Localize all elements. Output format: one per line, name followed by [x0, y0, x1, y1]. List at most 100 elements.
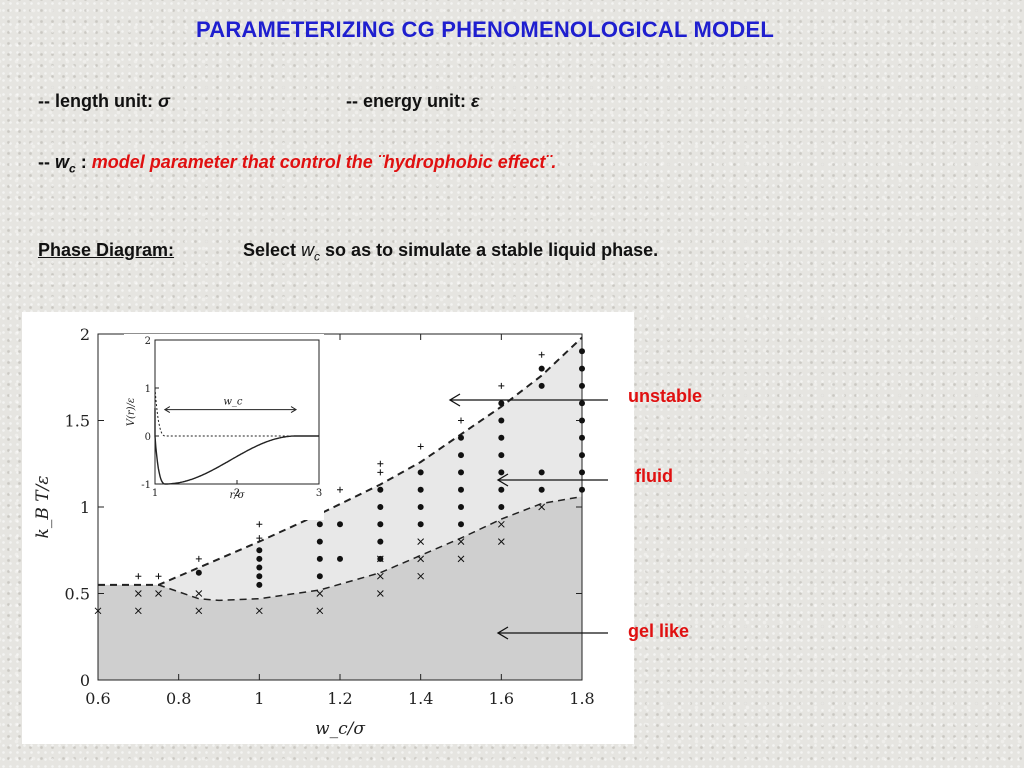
- unstable-point: [458, 417, 464, 424]
- gel-point: [155, 590, 162, 597]
- energy-unit-label: -- energy unit:: [346, 91, 471, 111]
- fluid-point: [538, 365, 545, 372]
- gel-point: [417, 572, 425, 580]
- gel-point: [538, 503, 546, 511]
- x-tick-label: 1: [254, 689, 264, 708]
- length-unit-symbol: σ: [157, 91, 170, 111]
- wc-colon: :: [75, 152, 92, 172]
- energy-unit-line: -- energy unit: ε: [346, 91, 480, 112]
- fluid-point: [256, 581, 263, 588]
- fluid-point: [417, 486, 424, 493]
- gel-point: [376, 590, 384, 597]
- gel-point: [417, 555, 425, 563]
- gel-point: [457, 538, 465, 545]
- fluid-point: [337, 521, 343, 528]
- unstable-point: [256, 535, 263, 542]
- inset-y-axis-label: V(r)/ε: [126, 398, 137, 427]
- select-text-2: so as to simulate a stable liquid phase.: [320, 240, 659, 260]
- unstable-point: [498, 382, 505, 389]
- unstable-point: [135, 573, 142, 580]
- y-tick-label: 0: [80, 671, 90, 690]
- inset-potential-curve: [154, 408, 319, 485]
- gel-point: [316, 607, 324, 615]
- fluid-point: [316, 538, 323, 545]
- inset-x-axis-label: r/σ: [230, 490, 246, 501]
- wc-description: model parameter that control the ¨hydrop…: [91, 152, 557, 172]
- select-line: Select wc so as to simulate a stable liq…: [243, 240, 658, 264]
- unstable-point: [337, 486, 343, 493]
- fluid-point: [417, 521, 424, 528]
- x-tick-label: 0.6: [85, 689, 110, 708]
- inset-x-tick-label: 3: [316, 488, 322, 499]
- annotation-gel: gel like: [628, 621, 690, 641]
- fluid-point: [458, 521, 464, 528]
- slide-title: PARAMETERIZING CG PHENOMENOLOGICAL MODEL: [196, 17, 774, 42]
- inset-x-tick-label: 2: [234, 488, 240, 499]
- fluid-point: [458, 469, 464, 476]
- fluid-point: [458, 434, 464, 441]
- fluid-point: [316, 555, 323, 562]
- gel-point: [255, 607, 263, 615]
- inset-wc-arrowhead-right: [290, 406, 298, 414]
- fluid-point: [498, 486, 505, 493]
- phase-diagram-figure: 0.6 0.8 1 1.2 1.4 1.6 1.8 0 0.5 1 1.5 2 w_c/σ k_B T/ε…: [22, 312, 634, 744]
- fluid-point: [579, 434, 585, 441]
- fluid-point: [195, 569, 202, 576]
- fluid-point: [579, 417, 585, 424]
- fluid-point: [337, 555, 343, 562]
- phase-diagram-chart: 0.6 0.8 1 1.2 1.4 1.6 1.8 0 0.5 1 1.5 2 w_c/σ k_B T/ε…: [33, 325, 595, 739]
- fluid-point: [579, 365, 585, 372]
- fluid-point: [256, 555, 263, 562]
- fluid-point: [498, 504, 505, 510]
- gel-region: [98, 496, 582, 680]
- gel-point: [134, 607, 142, 615]
- select-text-1: Select: [243, 240, 302, 260]
- y-tick-label: 0.5: [65, 585, 90, 604]
- fluid-point: [579, 382, 585, 389]
- fluid-point: [458, 486, 464, 493]
- phase-diagram-label: Phase Diagram:: [38, 240, 175, 260]
- fluid-point: [256, 547, 263, 554]
- gel-point: [134, 590, 142, 597]
- fluid-point: [498, 400, 505, 407]
- gel-point: [497, 520, 505, 528]
- gel-point: [195, 590, 203, 597]
- fluid-region: [98, 334, 582, 601]
- length-unit-label: -- length unit:: [38, 91, 158, 111]
- fluid-point: [256, 573, 263, 580]
- unstable-point: [377, 469, 384, 476]
- fluid-point: [377, 521, 384, 528]
- y-tick-label: 1.5: [65, 412, 90, 431]
- inset-background: [124, 334, 324, 520]
- select-subscript: c: [314, 249, 321, 264]
- fluid-point: [377, 486, 384, 493]
- fluid-point: [458, 452, 464, 459]
- fluid-point: [579, 486, 585, 493]
- gel-point: [417, 538, 425, 545]
- fluid-point: [538, 486, 545, 493]
- y-tick-label: 2: [80, 325, 90, 344]
- unstable-point: [256, 521, 263, 528]
- fluid-point: [579, 348, 585, 355]
- fluid-point: [579, 452, 585, 459]
- fluid-point: [498, 469, 505, 476]
- energy-unit-symbol: ε: [471, 91, 480, 111]
- fluid-point: [377, 538, 384, 545]
- inset-wc-label: w_c: [223, 397, 243, 408]
- gel-point: [497, 538, 505, 545]
- fluid-point: [417, 504, 424, 510]
- length-unit-line: -- length unit: σ: [38, 91, 170, 112]
- wc-prefix: --: [38, 152, 55, 172]
- x-tick-label: 1.8: [569, 689, 594, 708]
- fluid-point: [316, 573, 323, 580]
- gel-point: [195, 607, 203, 615]
- gel-point: [316, 590, 324, 597]
- x-tick-label: 0.8: [166, 689, 191, 708]
- gel-point: [376, 572, 384, 580]
- unstable-point: [195, 555, 202, 562]
- gel-point: [94, 607, 102, 615]
- x-axis-label: w_c/σ: [315, 719, 365, 739]
- fluid-point: [579, 400, 585, 407]
- phase-line: Phase Diagram:: [38, 240, 174, 261]
- inset-y-tick-label: 2: [145, 336, 151, 347]
